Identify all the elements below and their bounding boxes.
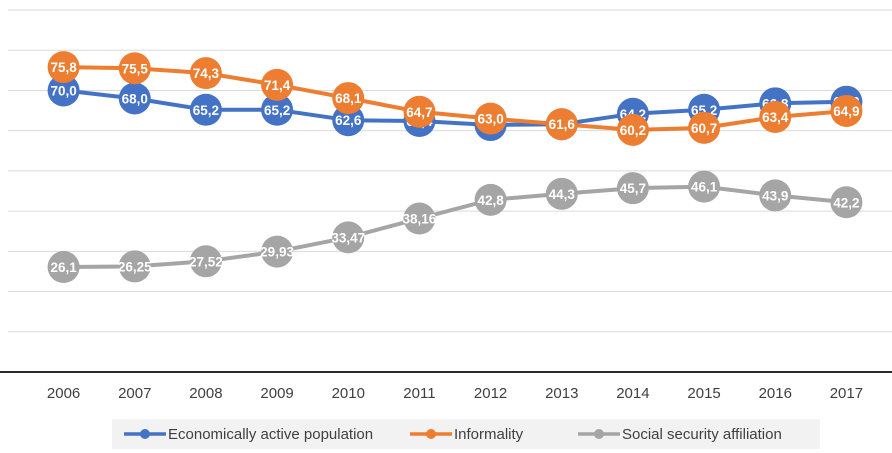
data-label: 74,3 — [193, 66, 220, 81]
data-label: 42,8 — [477, 193, 504, 208]
data-point — [759, 100, 792, 133]
x-tick-label: 2011 — [403, 385, 435, 402]
data-point — [474, 102, 507, 135]
x-tick-label: 2010 — [332, 385, 365, 402]
data-point — [616, 113, 649, 146]
data-label: 44,3 — [549, 187, 576, 202]
data-label: 26,25 — [118, 259, 152, 274]
data-label: 29,93 — [260, 245, 294, 260]
data-label: 63,0 — [477, 112, 503, 127]
data-point — [759, 179, 792, 212]
data-point — [189, 93, 222, 126]
legend-box — [112, 419, 820, 449]
legend-swatch-marker — [140, 429, 150, 439]
data-point — [474, 183, 507, 216]
data-label: 63,4 — [762, 110, 789, 125]
x-tick-label: 2016 — [759, 385, 792, 402]
data-point — [118, 52, 151, 85]
data-point — [47, 51, 80, 84]
data-point — [261, 93, 294, 126]
data-point — [261, 68, 294, 101]
data-point — [830, 186, 863, 219]
data-label: 42,2 — [833, 195, 859, 210]
data-point — [189, 57, 222, 90]
data-point — [189, 245, 222, 278]
data-label: 27,52 — [189, 254, 223, 269]
x-tick-label: 2015 — [687, 385, 720, 402]
legend-label: Economically active population — [168, 426, 373, 443]
data-label: 26,1 — [50, 260, 77, 275]
data-markers: 70,068,065,265,262,662,461,461,664,265,2… — [47, 51, 863, 284]
data-label: 71,4 — [264, 78, 291, 93]
data-label: 68,1 — [335, 91, 362, 106]
data-point — [332, 104, 365, 137]
x-tick-label: 2009 — [260, 385, 293, 402]
x-tick-label: 2013 — [545, 385, 578, 402]
data-label: 65,2 — [264, 103, 290, 118]
data-label: 75,8 — [50, 60, 77, 75]
data-point — [545, 177, 578, 210]
data-label: 45,7 — [620, 181, 646, 196]
data-point — [47, 251, 80, 284]
data-point — [830, 94, 863, 127]
x-tick-label: 2017 — [830, 385, 863, 402]
data-label: 64,7 — [406, 105, 432, 120]
legend-label: Informality — [454, 426, 524, 443]
data-label: 33,47 — [331, 230, 365, 245]
data-point — [545, 108, 578, 141]
x-axis: 2006 2007 2008 2009 2010 2011 2012 2013 2014 2015… — [0, 371, 892, 402]
data-label: 65,2 — [193, 103, 219, 118]
data-label: 70,0 — [50, 83, 76, 98]
data-label: 46,1 — [691, 180, 718, 195]
data-label: 60,2 — [620, 123, 646, 138]
data-point — [47, 74, 80, 107]
data-point — [688, 111, 721, 144]
data-point — [332, 221, 365, 254]
legend-swatch-marker — [426, 429, 436, 439]
data-point — [332, 82, 365, 115]
x-tick-label: 2007 — [118, 385, 151, 402]
x-tick-label: 2014 — [616, 385, 649, 402]
data-point — [118, 82, 151, 115]
data-label: 60,7 — [691, 121, 717, 136]
legend-label: Social security affiliation — [622, 426, 782, 443]
data-label: 43,9 — [762, 188, 788, 203]
x-tick-label: 2006 — [47, 385, 80, 402]
data-point — [403, 95, 436, 128]
data-point — [261, 235, 294, 268]
legend: Economically active population Informalit… — [112, 419, 820, 449]
data-label: 38,16 — [403, 212, 437, 227]
data-label: 75,5 — [122, 61, 149, 76]
x-tick-label: 2012 — [474, 385, 507, 402]
data-label: 68,0 — [122, 91, 148, 106]
legend-swatch-marker — [594, 429, 604, 439]
data-label: 64,9 — [833, 104, 859, 119]
data-point — [118, 250, 151, 283]
data-point — [688, 170, 721, 203]
data-label: 62,6 — [335, 113, 362, 128]
data-label: 61,6 — [549, 117, 576, 132]
data-point — [403, 202, 436, 235]
gridlines — [8, 9, 892, 333]
data-point — [616, 172, 649, 205]
x-tick-label: 2008 — [189, 385, 222, 402]
